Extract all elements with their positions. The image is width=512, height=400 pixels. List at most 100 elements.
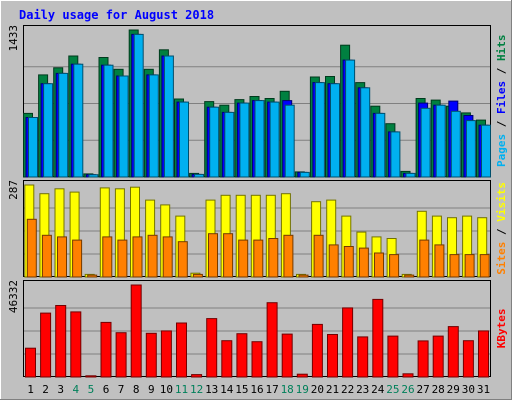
bar-kbytes-28	[432, 335, 444, 378]
bar-kbytes-5	[85, 375, 97, 378]
bar-pages-19	[299, 171, 310, 178]
legend-part: /	[495, 61, 508, 81]
bar-pages-21	[330, 83, 340, 178]
x-tick-label-28: 28	[432, 383, 445, 396]
bar-sites-12	[192, 273, 203, 278]
bar-kbytes-18	[281, 333, 293, 378]
bar-sites-25	[389, 254, 400, 278]
bar-pages-18	[284, 104, 295, 178]
x-tick-label-14: 14	[220, 383, 234, 396]
x-tick-label-4: 4	[72, 383, 79, 396]
bar-sites-4	[72, 239, 83, 278]
x-tick-label-1: 1	[27, 383, 34, 396]
visits-panel: 287 Sites / Visits	[7, 180, 508, 278]
x-tick-label-7: 7	[118, 383, 125, 396]
x-tick-label-21: 21	[326, 383, 339, 396]
bar-kbytes-7	[115, 332, 127, 378]
bar-kbytes-23	[357, 336, 369, 378]
x-tick-label-13: 13	[205, 383, 218, 396]
bar-sites-18	[283, 234, 294, 278]
bar-sites-9	[147, 234, 158, 278]
x-tick-label-3: 3	[57, 383, 64, 396]
bar-sites-31	[479, 254, 490, 278]
bar-kbytes-19	[296, 373, 308, 378]
bar-kbytes-9	[145, 332, 157, 378]
bar-sites-14	[223, 233, 234, 278]
panel-legend-label: Pages / Files / Hits	[495, 35, 508, 168]
bar-sites-2	[41, 234, 52, 278]
bar-kbytes-15	[236, 333, 248, 378]
bar-kbytes-16	[251, 341, 263, 378]
bar-kbytes-11	[176, 322, 187, 378]
bar-sites-13	[208, 233, 218, 278]
legend-part: Visits	[495, 182, 508, 222]
x-tick-label-16: 16	[250, 383, 263, 396]
x-tick-label-8: 8	[133, 383, 140, 396]
bar-sites-19	[298, 274, 309, 278]
x-tick-label-15: 15	[235, 383, 248, 396]
bar-pages-13	[209, 106, 220, 178]
bar-kbytes-3	[55, 305, 67, 378]
bar-sites-7	[117, 239, 128, 278]
bar-kbytes-26	[402, 373, 414, 378]
panel-max-label: 1433	[7, 25, 20, 52]
bar-pages-10	[163, 55, 174, 178]
bar-pages-27	[420, 107, 431, 178]
bar-sites-21	[328, 244, 339, 278]
legend-part: Pages	[495, 134, 508, 167]
x-tick-label-27: 27	[416, 383, 429, 396]
bar-sites-8	[132, 236, 143, 278]
bar-pages-9	[148, 74, 159, 178]
bar-sites-20	[313, 234, 324, 278]
bar-pages-24	[375, 112, 386, 178]
x-axis-labels: 1 2 3 4 5 6 7 8 9 10 11 12 13 14 15 16 17 18 19 20 21 22 23 24 2…	[27, 383, 490, 396]
x-tick-label-18: 18	[281, 383, 294, 396]
x-tick-label-9: 9	[148, 383, 155, 396]
bar-pages-11	[179, 101, 189, 178]
chart-title: Daily usage for August 2018	[19, 8, 214, 22]
panels-layer: 1433 Pages / Files / Hits 287 Sites / Visit…	[7, 25, 508, 378]
bar-sites-17	[268, 238, 279, 278]
bar-kbytes-12	[191, 374, 203, 378]
panel-legend-label: KBytes	[495, 309, 508, 349]
x-tick-label-22: 22	[341, 383, 354, 396]
bar-kbytes-13	[206, 318, 218, 378]
bar-pages-28	[435, 104, 446, 178]
panel-legend-label: Sites / Visits	[495, 182, 508, 275]
bar-sites-6	[102, 236, 113, 278]
bar-pages-29	[450, 110, 461, 178]
bar-sites-5	[87, 274, 98, 278]
x-tick-label-31: 31	[477, 383, 490, 396]
bar-kbytes-24	[372, 298, 384, 378]
bar-pages-15	[239, 102, 250, 178]
bar-pages-22	[345, 59, 356, 178]
legend-part: Sites	[495, 242, 508, 275]
bar-kbytes-29	[447, 326, 459, 378]
bar-pages-25	[390, 131, 401, 178]
panel-max-label: 46332	[7, 280, 20, 313]
bar-kbytes-25	[387, 335, 399, 378]
bar-sites-1	[26, 218, 37, 278]
bar-pages-16	[254, 100, 265, 178]
x-tick-label-23: 23	[356, 383, 369, 396]
x-tick-label-5: 5	[88, 383, 95, 396]
x-tick-label-10: 10	[160, 383, 173, 396]
legend-part: /	[495, 114, 508, 134]
bar-kbytes-14	[221, 340, 233, 378]
bar-pages-8	[133, 33, 144, 178]
panel-max-label: 287	[7, 180, 20, 200]
bar-sites-3	[57, 236, 67, 278]
bar-sites-26	[404, 274, 415, 278]
bar-pages-12	[194, 173, 205, 178]
bar-pages-5	[88, 174, 99, 178]
bar-pages-26	[405, 172, 416, 178]
bar-kbytes-8	[130, 284, 142, 378]
bar-pages-3	[58, 72, 69, 178]
bar-sites-29	[449, 254, 460, 278]
bar-sites-22	[343, 246, 354, 278]
bar-kbytes-30	[462, 340, 474, 378]
bar-sites-27	[419, 239, 430, 278]
legend-part: /	[495, 222, 508, 242]
bar-kbytes-1	[25, 347, 36, 378]
